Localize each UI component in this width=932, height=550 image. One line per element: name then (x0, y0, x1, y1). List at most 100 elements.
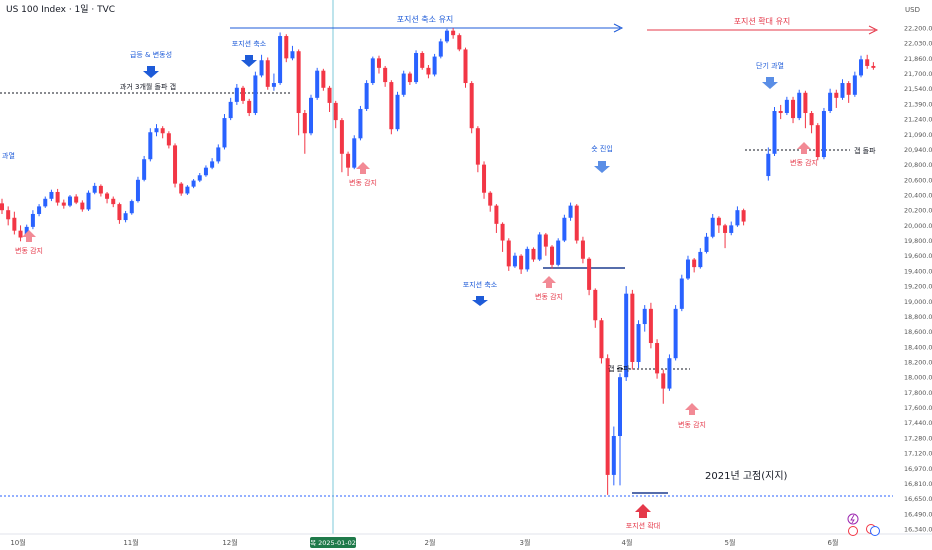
candle-body (772, 110, 777, 154)
candle-body (568, 205, 573, 218)
candle-body (692, 259, 697, 268)
us-flag-icon[interactable] (848, 526, 858, 536)
arrow-down-icon (143, 66, 159, 78)
annotation-2021-high: 2021년 고점(지지) (705, 470, 788, 482)
arrow-down-icon (472, 296, 488, 306)
candle-body (500, 223, 505, 241)
candle-body (105, 193, 110, 199)
arrow-up-icon (542, 276, 556, 288)
x-tick-may: 5월 (725, 538, 736, 547)
candle-body (92, 185, 97, 193)
candle-body (414, 53, 419, 83)
candle-body (438, 41, 443, 57)
x-tick-mar: 3월 (520, 538, 531, 547)
y-tick-label: 20,940.00 (904, 146, 932, 154)
us-flag-icon[interactable] (870, 526, 880, 536)
y-tick-label: 20,000.00 (904, 222, 932, 230)
price-axis: 22,200.00 22,030.00 21,860.00 21,700.00 21,5… (904, 25, 932, 534)
y-tick-label: 20,800.00 (904, 161, 932, 169)
candle-body (123, 213, 128, 221)
annotation-vol-sense-2: 변동 감지 (349, 178, 377, 187)
candle-body (667, 358, 672, 389)
candle-body (154, 128, 159, 133)
y-tick-label: 19,000.00 (904, 298, 932, 306)
candle-body (43, 198, 48, 207)
candle-body (55, 191, 60, 203)
y-tick-label: 16,650.00 (904, 495, 932, 503)
y-tick-label: 19,600.00 (904, 252, 932, 260)
y-tick-label: 21,700.00 (904, 70, 932, 78)
candle-body (574, 205, 579, 241)
candle-body (284, 36, 289, 59)
y-tick-label: 18,400.00 (904, 343, 932, 351)
annotation-gap-break-right: 갭 돌파 (854, 146, 876, 155)
candle-body (185, 186, 190, 194)
y-tick-label: 21,860.00 (904, 55, 932, 63)
y-tick-label: 16,970.00 (904, 465, 932, 473)
candle-body (673, 308, 678, 359)
candle-body (655, 343, 660, 374)
y-tick-label: 16,810.00 (904, 480, 932, 488)
y-tick-label: 18,000.00 (904, 374, 932, 382)
x-tick-nov: 11월 (123, 538, 138, 547)
annotation-vol-sense-1: 변동 감지 (15, 246, 43, 255)
annotation-vol-sense-3: 변동 감지 (535, 292, 563, 301)
x-tick-apr: 4월 (622, 538, 633, 547)
candle-body (506, 240, 511, 267)
candle-body (859, 59, 864, 76)
candle-body (364, 83, 369, 109)
candle-body (710, 217, 715, 237)
candle-body (593, 289, 598, 321)
candle-body (815, 125, 820, 158)
y-tick-label: 16,340.00 (904, 526, 932, 534)
y-tick-label: 18,200.00 (904, 359, 932, 367)
x-tick-dec: 12월 (222, 538, 237, 547)
candle-body (704, 236, 709, 252)
candle-body (797, 92, 802, 119)
candle-body (0, 203, 4, 211)
candle-body (142, 159, 147, 180)
candle-body (791, 99, 796, 119)
arrow-up-icon (635, 504, 651, 518)
y-tick-label: 19,800.00 (904, 237, 932, 245)
candle-body (111, 198, 116, 205)
x-tick-jun: 6월 (828, 538, 839, 547)
candle-body (821, 110, 826, 158)
candle-body (247, 100, 252, 114)
candle-body (840, 83, 845, 98)
candle-body (444, 30, 449, 42)
candle-body (488, 192, 493, 206)
candle-body (766, 153, 771, 177)
arrow-down-icon (594, 161, 610, 173)
y-tick-label: 17,800.00 (904, 389, 932, 397)
y-tick-label: 21,240.00 (904, 116, 932, 124)
candle-body (24, 226, 29, 237)
candle-body (352, 138, 357, 168)
candle-body (407, 73, 412, 83)
candle-body (74, 196, 79, 203)
candle-body (537, 234, 542, 260)
annotation-pos-expand-keep: 포지션 확대 유지 (734, 16, 791, 26)
candle-body (463, 49, 468, 84)
range-arrow-red-head (868, 25, 879, 35)
candle-body (642, 308, 647, 325)
candle-body (735, 210, 740, 226)
candle-body (723, 225, 728, 233)
x-tick-feb: 2월 (425, 538, 436, 547)
candle-body (556, 240, 561, 265)
y-tick-label: 19,400.00 (904, 267, 932, 275)
candle-body (80, 202, 85, 210)
y-tick-label: 22,030.00 (904, 40, 932, 48)
event-lightning-icon[interactable] (847, 513, 859, 525)
candle-body (420, 53, 425, 68)
candle-body (630, 293, 635, 362)
arrow-down-icon (241, 55, 257, 67)
candle-body (135, 179, 140, 202)
candle-body (451, 30, 456, 36)
candle-body (37, 206, 42, 214)
candle-body (302, 113, 307, 134)
y-tick-label: 20,200.00 (904, 207, 932, 215)
annotation-pos-expand: 포지션 확대 (626, 521, 660, 530)
candle-body (605, 358, 610, 475)
